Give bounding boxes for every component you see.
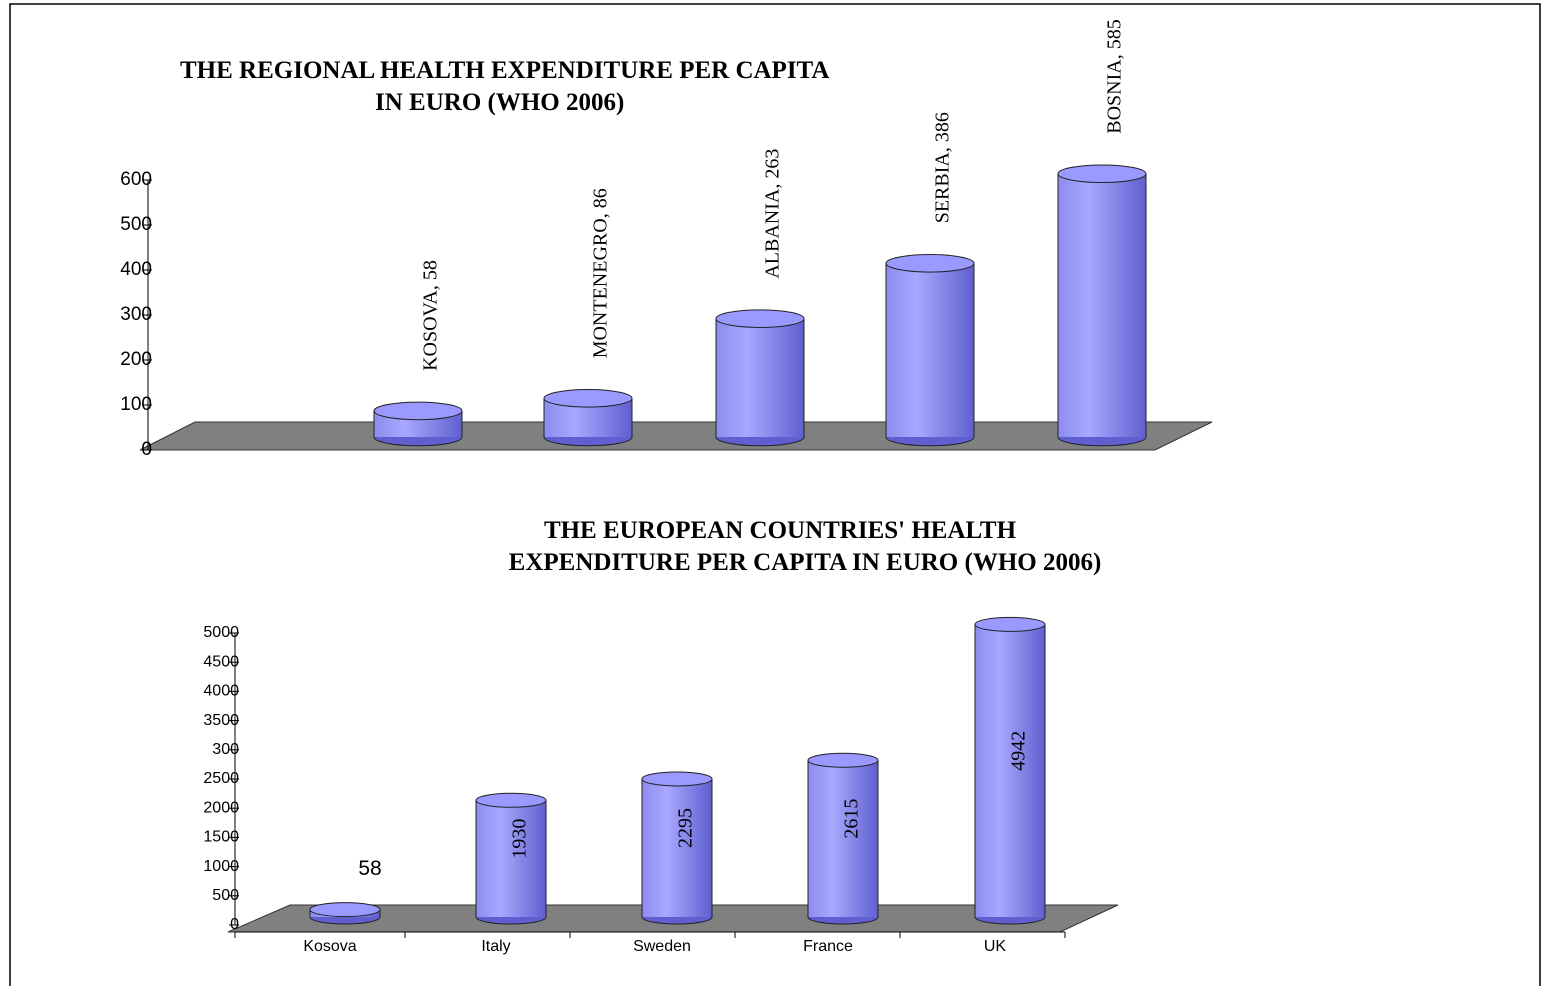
- y-tick-label: 0: [230, 916, 239, 933]
- bar: [886, 263, 974, 437]
- y-tick-label: 600: [120, 169, 152, 190]
- x-tick-label: France: [803, 938, 853, 955]
- chart-title: EXPENDITURE PER CAPITA IN EURO (WHO 2006…: [509, 549, 1102, 576]
- y-tick-label: 5000: [203, 624, 239, 641]
- y-tick-label: 100: [120, 394, 152, 415]
- data-label: SERBIA, 386: [932, 112, 954, 223]
- x-tick-label: Kosova: [303, 938, 356, 955]
- y-tick-label: 300: [120, 304, 152, 325]
- y-tick-label: 3500: [203, 712, 239, 729]
- bar: [642, 778, 712, 917]
- y-tick-label: 1500: [203, 829, 239, 846]
- data-label: MONTENEGRO, 86: [590, 188, 612, 358]
- data-label: BOSNIA, 585: [1104, 19, 1126, 133]
- y-tick-label: 2500: [203, 770, 239, 787]
- y-tick-label: 300: [212, 741, 239, 758]
- data-label: ALBANIA, 263: [762, 149, 784, 279]
- bar: [975, 624, 1045, 917]
- data-label: 1930: [509, 819, 531, 859]
- cylinder-top: [475, 792, 547, 808]
- y-tick-label: 4000: [203, 683, 239, 700]
- cylinder-top: [1057, 164, 1147, 184]
- bar: [716, 318, 804, 437]
- chart-title: IN EURO (WHO 2006): [375, 89, 624, 116]
- bar: [476, 800, 546, 917]
- y-tick-label: 500: [212, 887, 239, 904]
- x-tick-label: UK: [984, 938, 1007, 955]
- chart-title: THE REGIONAL HEALTH EXPENDITURE PER CAPI…: [180, 57, 829, 84]
- x-tick-label: Sweden: [633, 938, 691, 955]
- cylinder-top: [309, 902, 381, 918]
- bar: [808, 760, 878, 917]
- data-label: KOSOVA, 58: [420, 260, 442, 371]
- data-label: 58: [358, 857, 381, 880]
- y-tick-label: 0: [141, 439, 152, 460]
- y-tick-label: 2000: [203, 799, 239, 816]
- bar: [1058, 173, 1146, 437]
- cylinder-top: [885, 253, 975, 273]
- y-tick-label: 200: [120, 349, 152, 370]
- y-tick-label: 4500: [203, 653, 239, 670]
- data-label: 2615: [841, 799, 863, 839]
- y-tick-label: 500: [120, 214, 152, 235]
- cylinder-top: [373, 401, 463, 421]
- data-label: 2295: [675, 808, 697, 848]
- cylinder-top: [641, 771, 713, 787]
- x-tick-label: Italy: [481, 938, 510, 955]
- cylinder-top: [543, 389, 633, 408]
- chart-title: THE EUROPEAN COUNTRIES' HEALTH: [544, 517, 1017, 544]
- y-tick-label: 400: [120, 259, 152, 280]
- y-tick-label: 1000: [203, 858, 239, 875]
- cylinder-top: [974, 616, 1046, 632]
- floor: [139, 421, 1213, 451]
- cylinder-top: [807, 752, 879, 768]
- data-label: 4942: [1008, 731, 1030, 771]
- frame: [9, 3, 1541, 986]
- cylinder-top: [715, 309, 805, 328]
